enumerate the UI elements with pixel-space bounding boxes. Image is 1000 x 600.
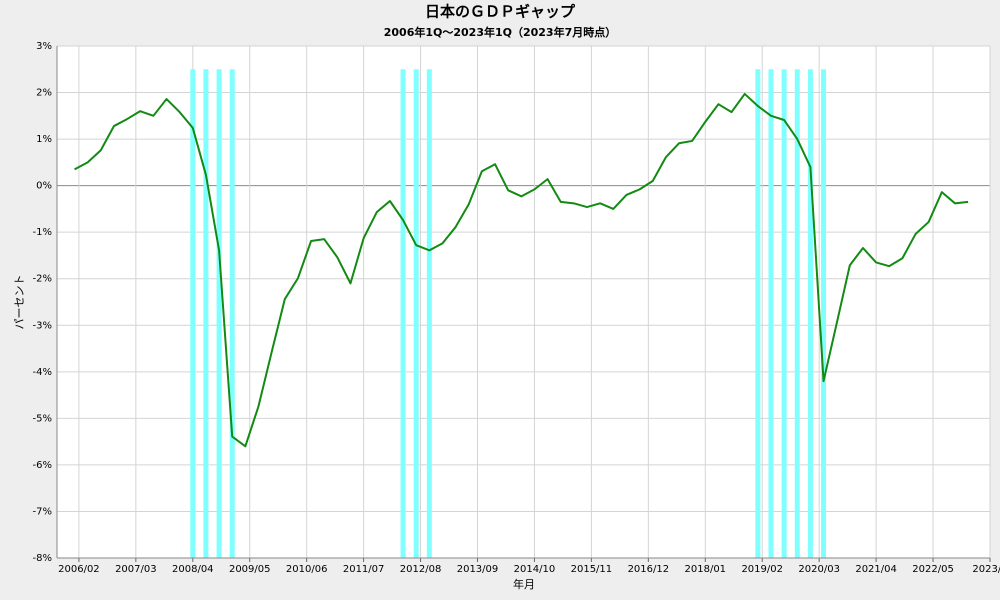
x-tick-label: 2014/10 <box>514 564 556 575</box>
x-tick-label: 2010/06 <box>286 564 328 575</box>
x-tick-label: 2013/09 <box>457 564 499 575</box>
highlight-bar <box>821 69 827 558</box>
highlight-bar <box>426 69 432 558</box>
highlight-bar <box>807 69 813 558</box>
y-tick-label: -2% <box>33 274 52 285</box>
highlight-bar <box>413 69 419 558</box>
highlight-bar <box>755 69 761 558</box>
y-tick-label: -8% <box>33 553 52 564</box>
x-tick-label: 2009/05 <box>229 564 271 575</box>
highlight-bar <box>190 69 196 558</box>
y-tick-label: -5% <box>33 413 52 424</box>
y-tick-label: -1% <box>33 227 52 238</box>
x-tick-label: 2015/11 <box>571 564 613 575</box>
highlight-bar <box>768 69 774 558</box>
y-axis-label: パーセント <box>13 275 26 330</box>
highlight-bar <box>229 69 235 558</box>
highlight-bar <box>781 69 787 558</box>
x-tick-label: 2018/01 <box>685 564 727 575</box>
y-tick-label: -3% <box>33 320 52 331</box>
y-tick-label: 0% <box>36 181 52 192</box>
chart-subtitle: 2006年1Q～2023年1Q（2023年7月時点） <box>384 25 617 39</box>
x-tick-label: 2020/03 <box>798 564 840 575</box>
x-tick-label: 2012/08 <box>400 564 442 575</box>
y-tick-label: 3% <box>36 41 52 52</box>
y-tick-label: -6% <box>33 460 52 471</box>
y-tick-label: 1% <box>36 134 52 145</box>
x-tick-label: 2022/05 <box>912 564 954 575</box>
chart-title: 日本のＧＤＰギャップ <box>425 3 576 21</box>
x-tick-label: 2006/02 <box>58 564 100 575</box>
x-tick-label: 2021/04 <box>855 564 897 575</box>
x-tick-label: 2008/04 <box>172 564 214 575</box>
y-tick-label: -7% <box>33 506 52 517</box>
y-tick-label: 2% <box>36 88 52 99</box>
x-tick-label: 2016/12 <box>628 564 670 575</box>
data-line <box>74 92 969 448</box>
x-tick-label: 2019/02 <box>741 564 783 575</box>
x-axis-label: 年月 <box>513 577 535 591</box>
x-tick-label: 2007/03 <box>115 564 157 575</box>
x-tick-label: 2011/07 <box>343 564 385 575</box>
x-tick-label: 2023/0 <box>972 564 1000 575</box>
highlight-bar <box>400 69 406 558</box>
y-tick-label: -4% <box>33 367 52 378</box>
plot-area <box>57 46 990 558</box>
highlight-bar <box>203 69 209 558</box>
highlight-bar <box>216 69 222 558</box>
highlight-bar <box>794 69 800 558</box>
